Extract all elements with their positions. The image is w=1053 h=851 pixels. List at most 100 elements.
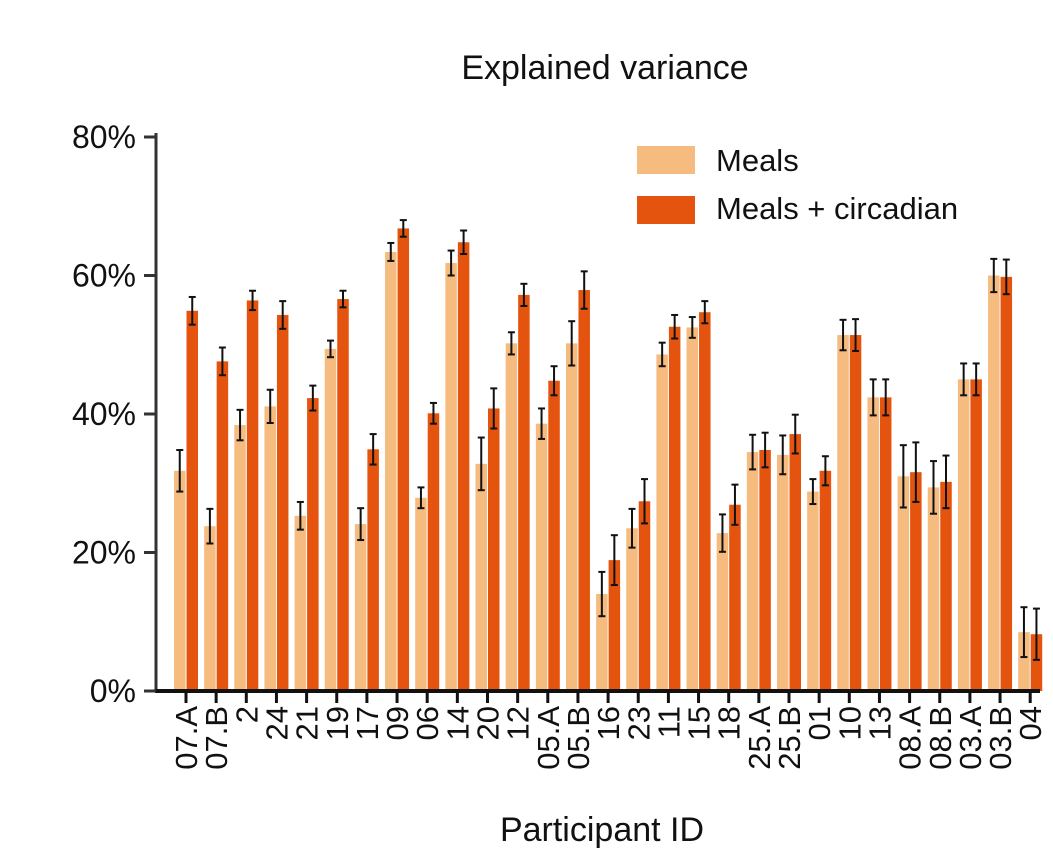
error-bar-meals-06 [417,486,425,510]
bar-meals-circadian-23 [638,501,651,691]
bar-meals-circadian-25.B [789,434,801,691]
error-bar-meals-17 [357,507,365,542]
error-bar-meals-12 [507,331,515,356]
error-bar-meals-circadian-20 [490,387,498,430]
error-bar-meals-07.B [206,507,214,545]
bar-meals-2 [234,425,246,691]
x-axis-title: Participant ID [500,811,704,849]
error-bar-meals-circadian-11 [671,313,679,340]
bar-meals-13 [867,397,879,691]
bar-meals-03.B [988,275,1000,691]
error-bar-meals-16 [598,570,606,618]
x-tick-label-21: 21 [290,706,325,740]
x-tick-label-01: 01 [802,706,837,740]
bar-meals-circadian-20 [488,408,500,691]
error-bar-meals-15 [688,316,696,339]
error-bar-meals-circadian-01 [821,455,829,487]
error-bar-meals-circadian-07.B [218,346,226,377]
legend: Meals Meals + circadian [637,143,958,226]
x-tick-label-07.B: 07.B [199,706,234,770]
bar-meals-24 [264,406,276,691]
error-bar-meals-21 [296,500,304,531]
error-bar-meals-circadian-24 [279,300,287,330]
x-tick-label-03.A: 03.A [953,706,988,770]
error-bar-meals-25.B [779,434,787,476]
error-bar-meals-10 [839,318,847,352]
error-bar-meals-07.A [176,449,184,493]
x-tick-label-23: 23 [621,706,656,740]
error-bar-meals-2 [236,408,244,442]
bar-meals-circadian-11 [668,326,681,691]
x-tick-label-25.B: 25.B [772,706,807,770]
bar-meals-05.A [535,423,548,691]
error-bar-meals-01 [809,478,817,506]
bar-meals-17 [354,524,367,691]
error-bar-meals-circadian-25.A [761,431,769,469]
bar-meals-circadian-12 [518,294,530,691]
bar-meals-circadian-07.B [216,361,229,691]
legend-label-meals-circadian: Meals + circadian [716,191,958,226]
error-bar-meals-circadian-21 [309,384,317,412]
x-tick-label-13: 13 [862,706,897,740]
bar-meals-circadian-10 [849,335,862,691]
bar-meals-16 [596,594,608,691]
error-bar-meals-19 [327,339,334,359]
error-bar-meals-circadian-23 [641,478,648,525]
bar-meals-circadian-08.B [940,481,952,691]
bar-meals-circadian-17 [367,449,379,691]
x-tick-label-09: 09 [380,706,415,740]
bar-meals-06 [415,497,427,691]
x-tick-label-15: 15 [682,706,717,740]
bar-meals-07.A [174,470,186,691]
bar-meals-01 [807,491,819,691]
error-bar-meals-circadian-04 [1032,607,1040,661]
error-bar-meals-circadian-18 [731,483,739,526]
x-tick-label-19: 19 [320,706,355,740]
bar-meals-circadian-01 [819,470,832,691]
error-bar-meals-14 [447,249,455,277]
x-tick-label-08.B: 08.B [923,706,958,770]
bar-meals-circadian-16 [608,560,621,691]
bar-meals-08.A [897,476,910,691]
error-bar-meals-circadian-12 [520,282,528,307]
bar-meals-circadian-08.A [910,472,922,691]
x-tick-label-25.A: 25.A [742,706,777,770]
bar-meals-05.B [565,343,578,691]
x-tick-label-12: 12 [501,706,536,740]
error-bar-meals-18 [718,513,726,553]
y-tick-label-40: 40% [72,396,136,432]
error-bar-meals-circadian-25.B [791,413,799,455]
x-tick-label-16: 16 [591,706,626,740]
bar-meals-circadian-09 [397,228,410,691]
bar-meals-circadian-04 [1030,634,1043,691]
bars-group [174,228,1043,691]
y-axis-ticks: 0% 20% 40% 60% 80% [72,119,156,709]
bar-meals-11 [656,354,668,691]
error-bars-group [176,219,1040,661]
error-bar-meals-04 [1020,606,1028,659]
x-axis-ticks: 07.A07.B224211917090614201205.A05.B16231… [169,691,1048,770]
bar-meals-circadian-07.A [186,310,198,691]
bar-meals-04 [1018,632,1030,691]
bar-meals-circadian-05.A [548,380,560,691]
bar-meals-circadian-24 [276,314,289,691]
error-bar-meals-circadian-13 [882,378,890,417]
bar-meals-circadian-14 [457,242,470,691]
error-bar-meals-11 [658,341,666,368]
x-tick-label-11: 11 [651,706,686,738]
error-bar-meals-03.B [990,257,998,294]
bar-meals-25.A [746,452,759,691]
x-tick-label-08.A: 08.A [893,706,928,770]
error-bar-meals-20 [477,436,485,492]
x-tick-label-04: 04 [1013,706,1048,740]
legend-swatch-meals [637,146,695,174]
bar-meals-circadian-21 [307,398,319,691]
x-tick-label-06: 06 [410,706,445,740]
error-bar-meals-circadian-17 [369,433,377,466]
error-bar-meals-circadian-08.A [912,441,920,503]
bar-meals-21 [294,515,307,691]
bar-meals-circadian-15 [699,312,711,691]
bar-meals-08.B [927,487,940,691]
bar-meals-07.B [204,526,216,691]
error-bar-meals-08.A [899,444,907,509]
